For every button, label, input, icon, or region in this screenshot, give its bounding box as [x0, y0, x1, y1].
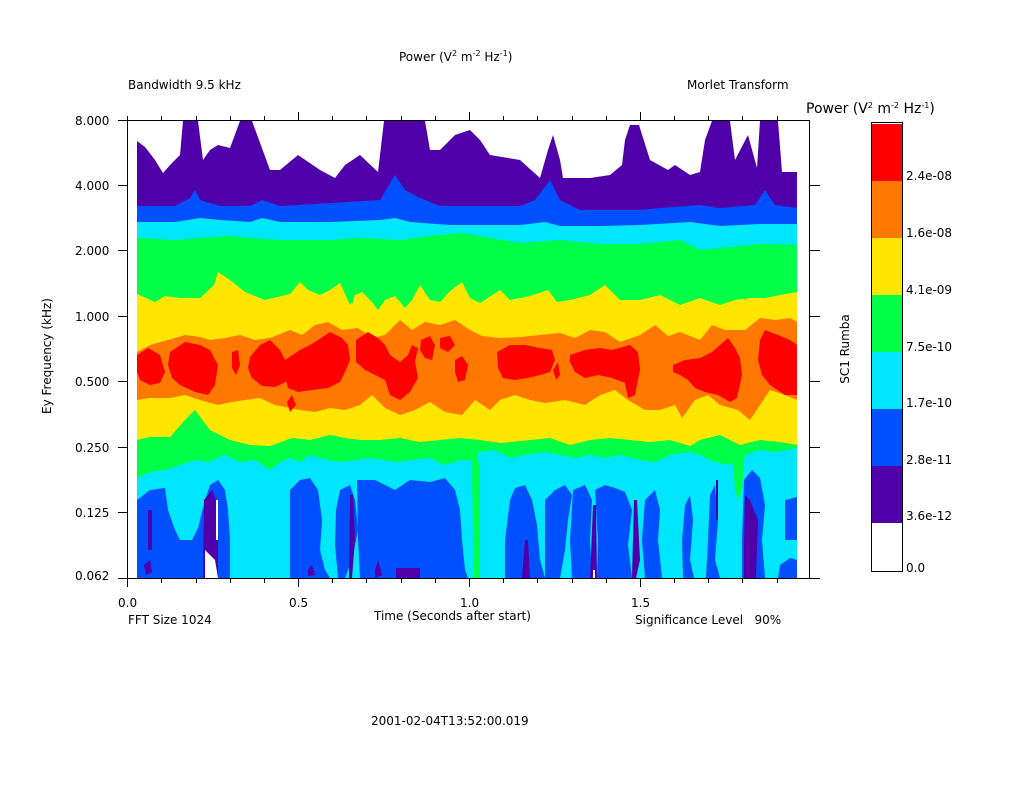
plot-frame	[127, 120, 810, 579]
timestamp-label: 2001-02-04T13:52:00.019	[371, 714, 529, 728]
y-axis-ticks-right	[810, 185, 820, 579]
plot-title: Power (V2 m-2 Hz-1)	[399, 47, 512, 64]
title-sup: -2	[472, 49, 481, 58]
title-sup: 2	[452, 49, 458, 58]
colorbar-swatch-red	[871, 124, 902, 181]
colorbar-title: Power (V2 m-2 Hz-1)	[806, 99, 935, 116]
colorbar-tick-label: 1.6e-08	[906, 226, 953, 240]
colorbar-title-sup: 2	[867, 101, 873, 110]
spacecraft-label: SC1 Rumba	[838, 314, 852, 384]
colorbar-swatch-orange	[871, 181, 902, 238]
colorbar-title-text: m	[872, 101, 892, 117]
colorbar-swatch-yellow	[871, 238, 902, 295]
colorbar-tick-label: 1.7e-10	[906, 396, 953, 410]
colorbar-title-text: )	[929, 101, 935, 117]
y-tick-label: 0.062	[75, 569, 110, 583]
colorbar-title-text: Power (V	[806, 101, 868, 117]
y-axis-label: Ey Frequency (kHz)	[40, 298, 54, 414]
x-tick-label: 1.5	[631, 596, 651, 610]
transform-label: Morlet Transform	[687, 78, 789, 92]
x-tick-label: 1.0	[460, 596, 480, 610]
colorbar-tick-label: 4.1e-09	[906, 283, 953, 297]
x-axis-label: Time (Seconds after start)	[374, 609, 531, 623]
title-sup: -1	[499, 49, 508, 58]
colorbar-swatch-blue	[871, 409, 902, 466]
y-axis-ticks	[118, 120, 127, 579]
contour-field	[137, 121, 797, 578]
title-text: Hz	[480, 50, 500, 64]
y-tick-label: 0.250	[75, 441, 110, 455]
fft-size-label: FFT Size 1024	[128, 613, 212, 627]
colorbar-tick-label: 3.6e-12	[906, 509, 953, 523]
colorbar-tick-label: 0.0	[906, 561, 926, 575]
colorbar-title-sup: -2	[891, 101, 899, 110]
y-tick-label: 1.000	[75, 310, 110, 324]
colorbar-title-text: Hz	[899, 101, 922, 117]
y-tick-label: 0.500	[75, 375, 110, 389]
colorbar-title-sup: -1	[921, 101, 930, 110]
colorbar-swatch-green	[871, 295, 902, 352]
title-text: )	[507, 50, 513, 64]
y-tick-label: 4.000	[75, 179, 110, 193]
significance-label: Significance Level 90%	[635, 613, 782, 627]
title-text: Power (V	[399, 50, 452, 64]
colorbar-swatch-cyan	[871, 352, 902, 409]
x-tick-label: 0.5	[289, 596, 309, 610]
colorbar	[871, 122, 903, 572]
y-tick-label: 0.125	[75, 506, 110, 520]
x-axis-ticks-top	[127, 112, 778, 120]
title-text: m	[457, 50, 473, 64]
colorbar-tick-label: 2.8e-11	[906, 453, 953, 467]
colorbar-tick-label: 7.5e-10	[906, 340, 953, 354]
x-tick-label: 0.0	[118, 596, 138, 610]
colorbar-swatch-purple	[871, 466, 902, 523]
colorbar-tick-label: 2.4e-08	[906, 169, 953, 183]
y-tick-label: 2.000	[75, 244, 110, 258]
bandwidth-label: Bandwidth 9.5 kHz	[128, 78, 241, 92]
x-axis-ticks-bottom	[127, 578, 778, 587]
y-tick-label: 8.000	[75, 114, 110, 128]
